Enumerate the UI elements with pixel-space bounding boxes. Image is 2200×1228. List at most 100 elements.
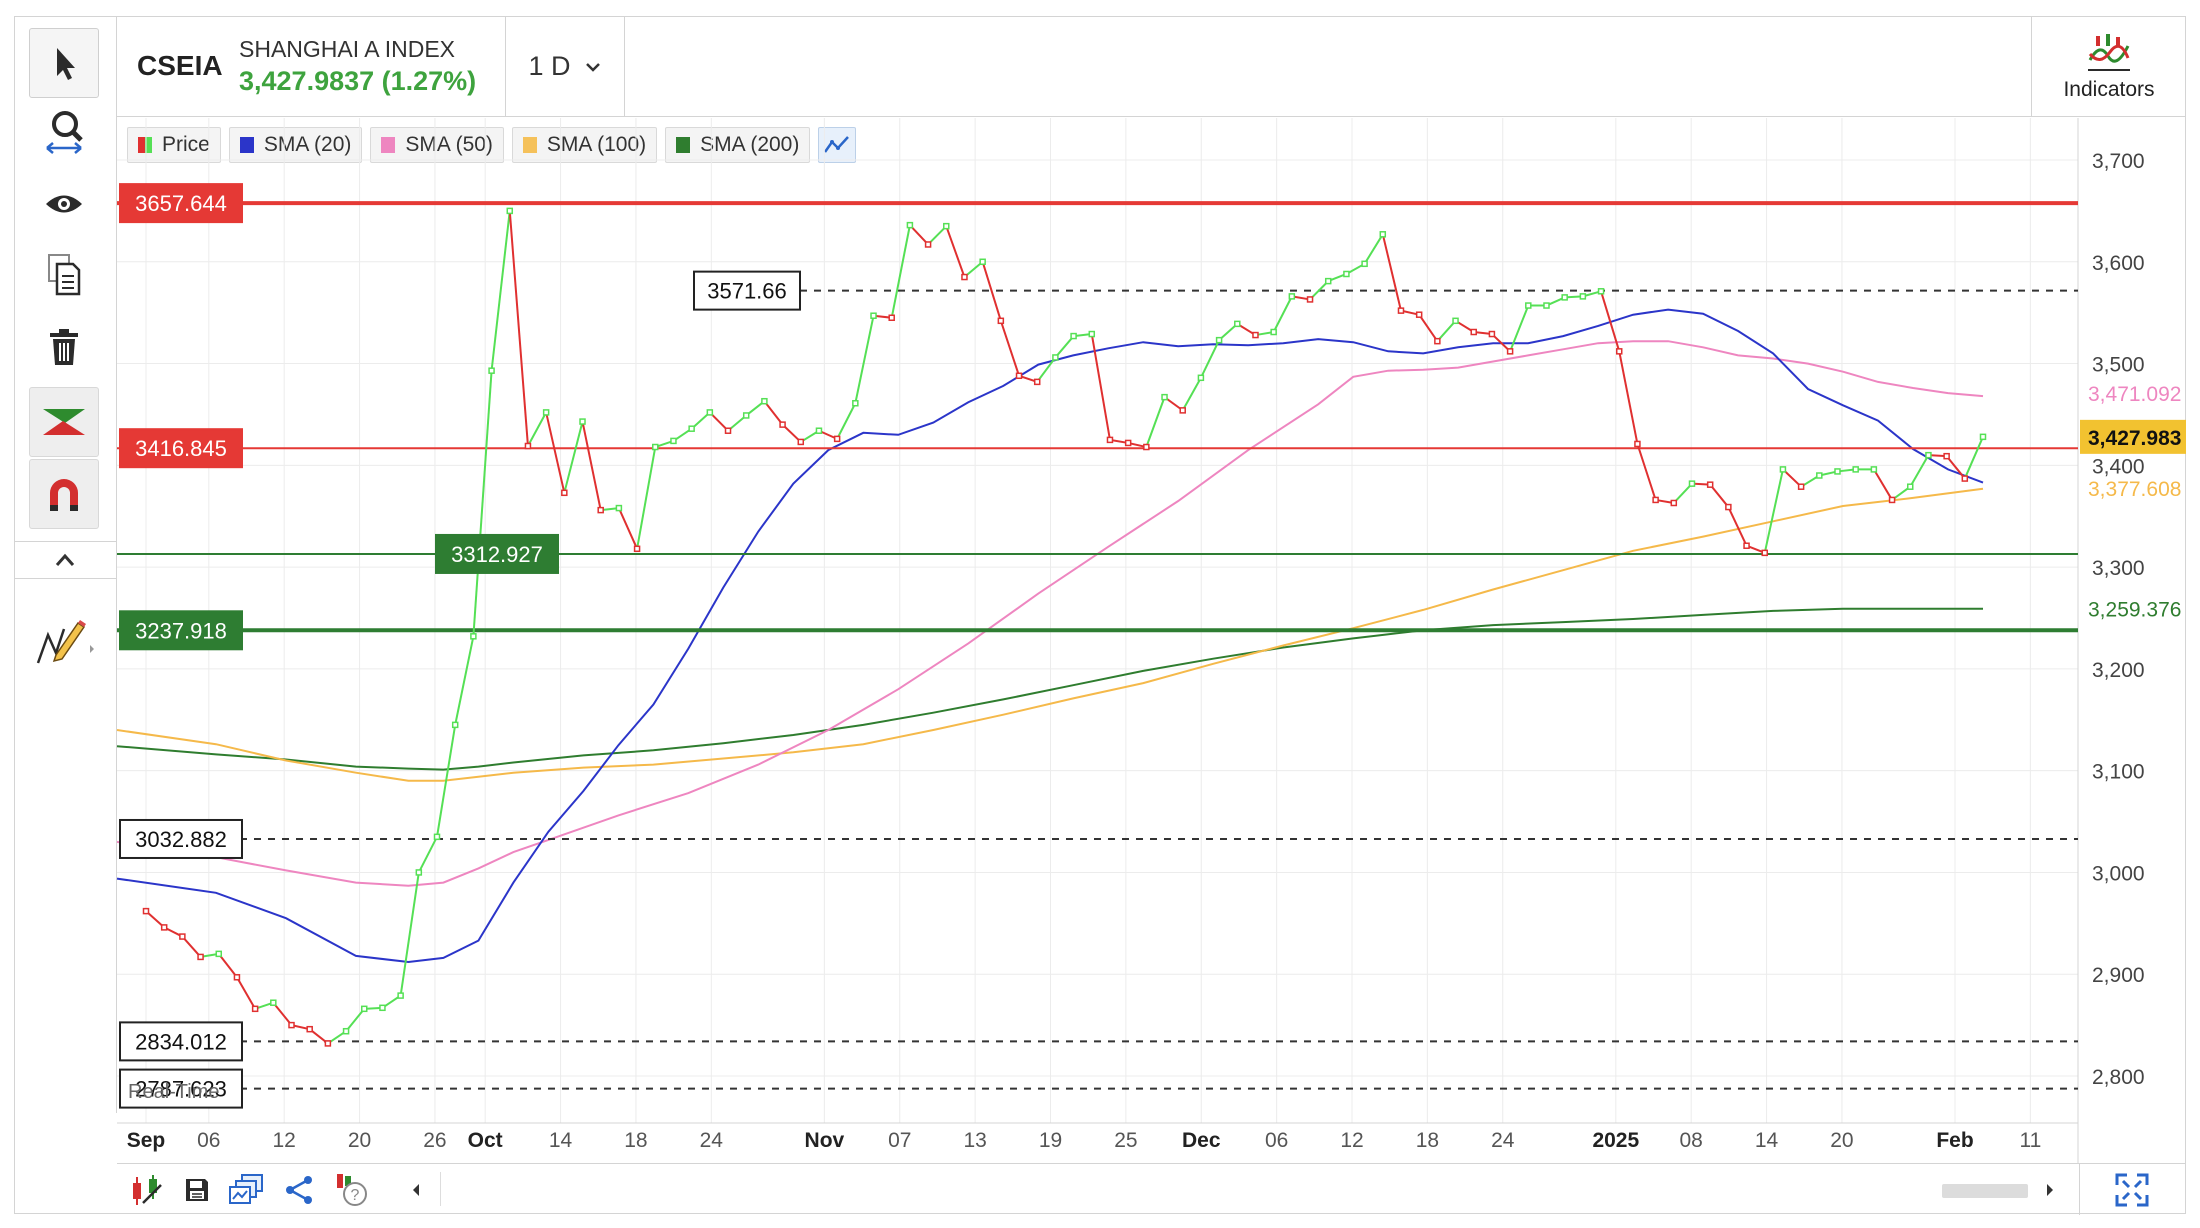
time-scrollbar[interactable] (1942, 1184, 2028, 1198)
x-tick-label: Dec (1182, 1129, 1221, 1152)
realtime-label: Real-Time (128, 1081, 220, 1103)
delete-tool[interactable] (29, 312, 99, 382)
y-tick-label: 3,000 (2092, 862, 2145, 885)
toolbar-divider (14, 578, 117, 579)
price-point (1506, 348, 1514, 355)
price-segment (563, 421, 584, 494)
price-segment (1873, 468, 1893, 501)
copy-tool[interactable] (29, 240, 99, 310)
price-point (797, 438, 805, 446)
price-chart[interactable]: 3,700 3,600 3,500 3,400 3,300 3,200 3,100 3,000… (0, 0, 2200, 1163)
chevron-up-icon (55, 553, 75, 566)
price-point (724, 427, 732, 434)
level-label: 3416.845 (135, 436, 227, 461)
bottom-divider (2079, 1164, 2080, 1215)
help-icon: ? (337, 1174, 367, 1206)
price-point (197, 953, 204, 961)
level-label-box[interactable] (119, 428, 243, 469)
fullscreen-button[interactable] (2112, 1172, 2152, 1208)
level-label-box[interactable] (435, 533, 559, 574)
price-point (451, 721, 459, 729)
y-tick-label: 2,900 (2092, 964, 2145, 987)
layouts-button[interactable] (227, 1172, 267, 1208)
interval-selector[interactable]: 1 D (505, 16, 625, 117)
price-segment (999, 320, 1020, 377)
price-point (779, 421, 786, 428)
bottom-toolbar: ? (117, 1163, 2186, 1215)
scroll-left-button[interactable] (396, 1172, 436, 1208)
price-point (1124, 439, 1132, 447)
indicators-button[interactable]: Indicators (2031, 16, 2186, 117)
level-label-box[interactable] (119, 183, 243, 224)
axis-value-label: 3,427.983 (2088, 427, 2181, 450)
price-point (1488, 330, 1496, 338)
price-point (961, 273, 968, 281)
level-label-box[interactable] (119, 1068, 243, 1109)
collapse-toolbar-button[interactable] (50, 546, 80, 574)
price-point (342, 1027, 350, 1035)
x-tick-label: 19 (1039, 1129, 1062, 1152)
price-point (1452, 317, 1459, 325)
price-point (1215, 336, 1223, 344)
draw-tool[interactable] (29, 606, 99, 676)
save-button[interactable] (177, 1172, 217, 1208)
price-segment (236, 976, 256, 1010)
price-segment (399, 872, 420, 996)
price-point (888, 314, 895, 322)
price-point (1252, 331, 1259, 339)
y-tick-label: 2,800 (2092, 1066, 2145, 1089)
price-point (1397, 307, 1405, 314)
x-tick-label: Sep (127, 1129, 166, 1152)
price-point (1179, 407, 1186, 414)
chevron-left-icon (413, 1184, 419, 1196)
price-segment (581, 421, 602, 511)
support-resistance-levels (117, 201, 2078, 1090)
y-tick-label: 3,700 (2092, 150, 2145, 173)
price-point (1543, 302, 1550, 309)
price-segment (545, 412, 566, 494)
fullscreen-icon (2115, 1173, 2149, 1207)
visibility-tool[interactable] (29, 169, 99, 239)
scroll-right-button[interactable] (2030, 1172, 2070, 1208)
level-label-box[interactable] (119, 1021, 243, 1062)
x-tick-label: 08 (1680, 1129, 1703, 1152)
price-point (1688, 480, 1696, 487)
legend-item-sma200[interactable]: SMA (200) (665, 127, 811, 163)
level-label-box[interactable] (119, 610, 243, 651)
trend-tool[interactable] (29, 387, 99, 457)
level-label: 2834.012 (135, 1029, 227, 1054)
price-point (652, 443, 659, 451)
level-label-box[interactable] (119, 818, 243, 859)
price-point (1816, 472, 1823, 479)
x-tick-label: 06 (1265, 1129, 1288, 1152)
level-label: 3237.918 (135, 618, 227, 643)
axis-value-label: 3,377.608 (2088, 478, 2181, 501)
zoom-tool[interactable] (29, 98, 99, 168)
x-tick-label: 14 (1755, 1129, 1779, 1152)
price-point (506, 207, 514, 215)
level-label-box[interactable] (693, 270, 801, 311)
pointer-tool[interactable] (29, 28, 99, 98)
magnet-tool[interactable] (29, 459, 99, 529)
eye-icon (46, 195, 82, 213)
price-point (1888, 496, 1896, 504)
chart-frame (14, 16, 2186, 1214)
sma100-swatch (522, 137, 537, 153)
help-button[interactable]: ? (330, 1172, 370, 1208)
price-segment (1763, 469, 1784, 554)
price-point (761, 397, 768, 405)
share-icon (286, 1176, 312, 1204)
legend-label: Price (162, 133, 210, 156)
compare-button[interactable] (127, 1172, 167, 1208)
share-button[interactable] (280, 1172, 320, 1208)
legend-item-sma50[interactable]: SMA (50) (370, 127, 504, 163)
price-point (1088, 330, 1096, 338)
legend-item-sma20[interactable]: SMA (20) (228, 127, 363, 163)
interval-label: 1 D (528, 51, 571, 81)
legend-item-price[interactable]: Price (127, 127, 221, 163)
price-point (251, 1005, 259, 1013)
x-tick-label: 13 (963, 1129, 986, 1152)
legend-item-sma100[interactable]: SMA (100) (511, 127, 658, 163)
sma50-swatch (381, 137, 396, 153)
price-point (270, 999, 277, 1006)
